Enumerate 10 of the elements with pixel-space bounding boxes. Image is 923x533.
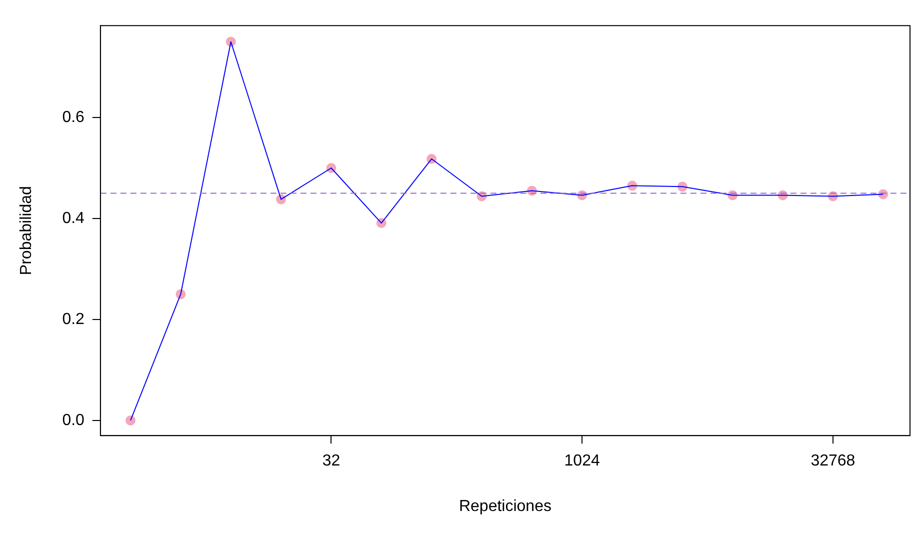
y-axis-title: Probabilidad xyxy=(18,186,36,276)
y-tick-label: 0.0 xyxy=(62,412,85,429)
x-tick-label: 1024 xyxy=(564,452,600,470)
x-tick-label: 32 xyxy=(322,452,340,470)
y-tick-label: 0.4 xyxy=(62,210,85,227)
point xyxy=(126,415,136,426)
y-tick-label: 0.2 xyxy=(62,310,85,328)
x-tick-label: 32768 xyxy=(810,452,856,470)
y-tick-label: 0.6 xyxy=(62,108,85,126)
x-axis-title: Repeticiones xyxy=(458,498,552,515)
